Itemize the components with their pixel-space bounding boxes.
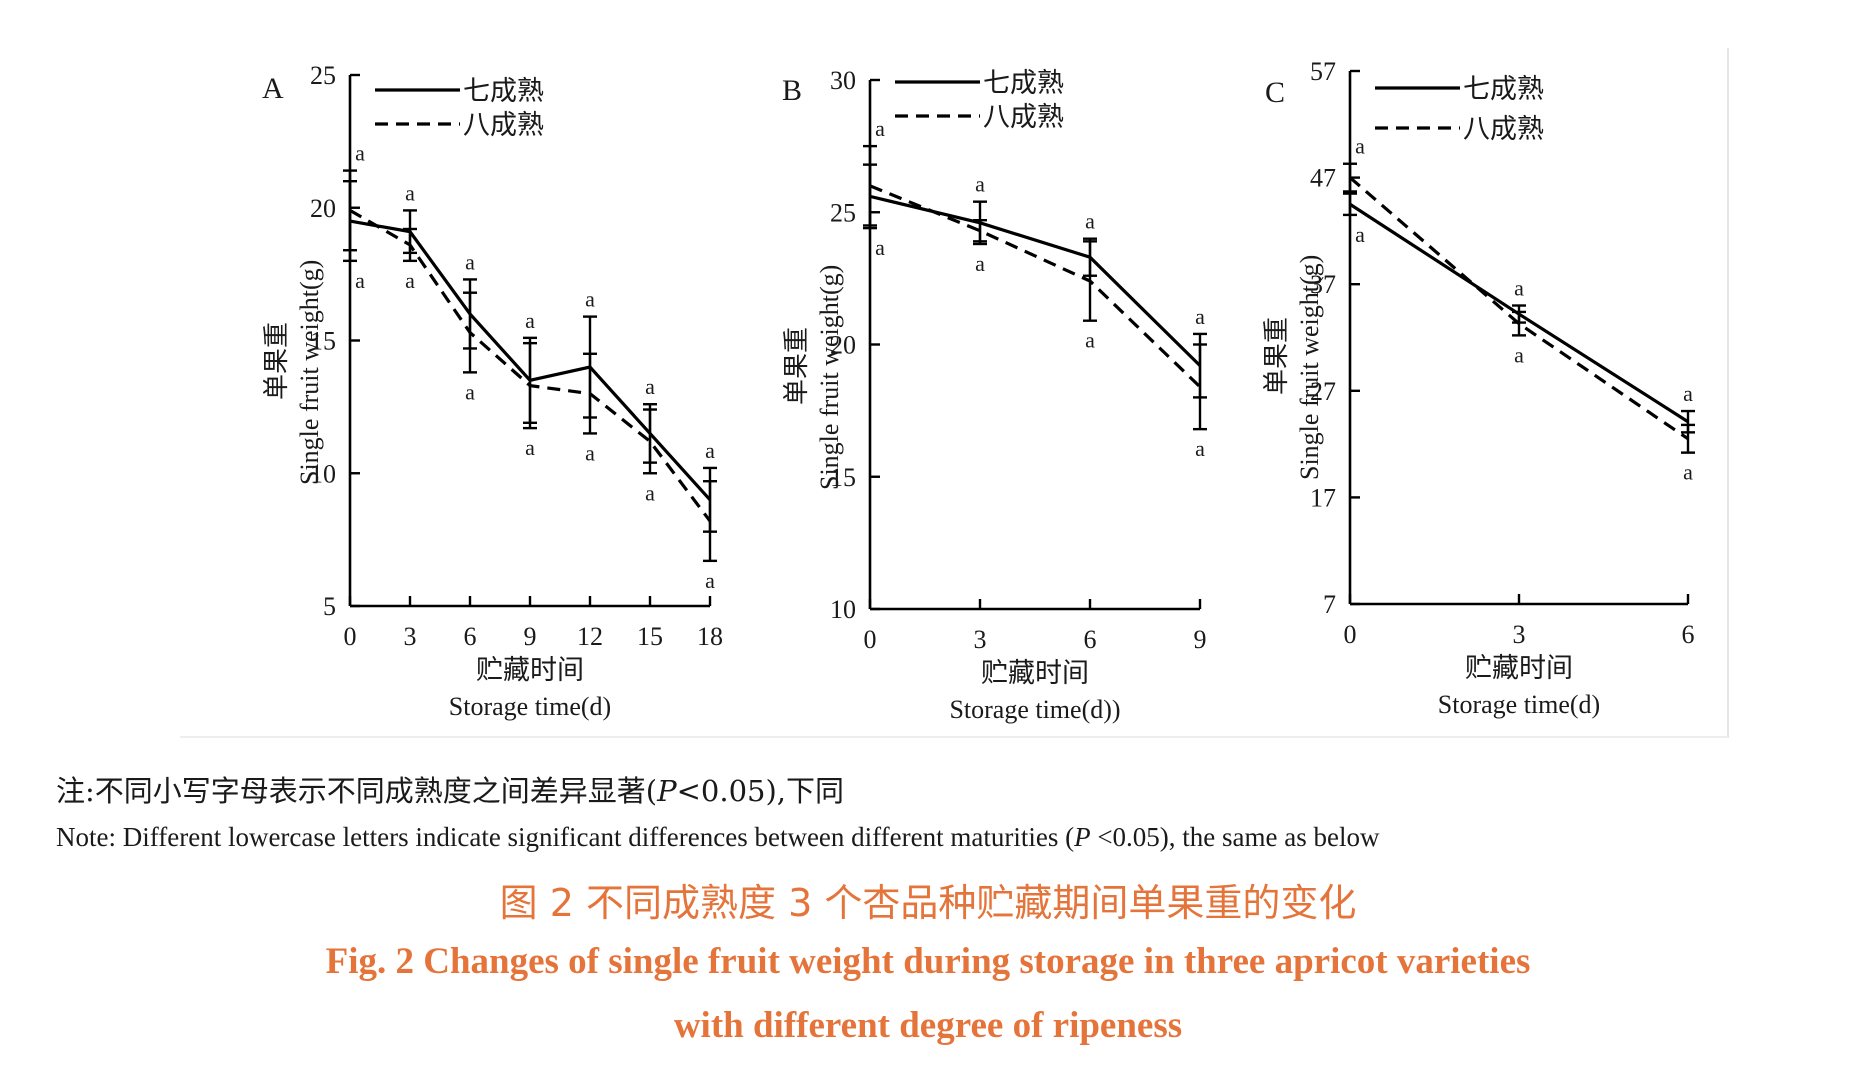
chart-1-series-1-significance-letter: a <box>705 438 715 463</box>
chart-3-y-tick-label: 17 <box>1310 483 1336 512</box>
chart-2-series-1-line <box>869 194 1202 367</box>
chart-2-x-tick-label: 3 <box>974 625 987 654</box>
note-chinese: 注:不同小写字母表示不同成熟度之间差异显著(P<0.05),下同 <box>56 774 845 808</box>
chart-1-legend-label-2: 八成熟 <box>463 110 544 141</box>
chart-3-legend-label-2: 八成熟 <box>1463 114 1544 145</box>
chart-2-x-axis-title-zh: 贮藏时间 <box>981 658 1089 689</box>
chart-2-series-2-significance-letter: a <box>1195 436 1205 461</box>
chart-1-x-tick-label: 18 <box>697 622 723 651</box>
figure-caption-english-line2: with different degree of ripeness <box>673 1005 1183 1046</box>
chart-3-panel-label: C <box>1265 76 1285 109</box>
chart-2-y-tick-label: 10 <box>830 595 856 624</box>
chart-2-y-axis-title-zh: 单果重 <box>782 327 812 405</box>
chart-1-series-2-significance-letter: a <box>585 440 595 465</box>
chart-2-series-1-significance-letter: a <box>1195 304 1205 329</box>
chart-3-x-tick-label: 3 <box>1513 620 1526 649</box>
chart-1-y-axis-title-en: Single fruit weight(g) <box>295 260 324 485</box>
chart-1-x-tick-label: 12 <box>577 622 603 651</box>
chart-3-y-axis-title-zh: 单果重 <box>1262 317 1292 395</box>
chart-2-y-axis-title-en: Single fruit weight(g) <box>815 265 844 490</box>
chart-3-legend-label-1: 七成熟 <box>1463 74 1544 105</box>
chart-1-series-2-significance-letter: a <box>525 435 535 460</box>
chart-2-series-2-significance-letter: a <box>975 251 985 276</box>
chart-3-y-tick-label: 7 <box>1323 590 1336 619</box>
chart-3-x-tick-label: 6 <box>1682 620 1695 649</box>
chart-2-series-2-significance-letter: a <box>875 235 885 260</box>
chart-2-x-tick-label: 6 <box>1084 625 1097 654</box>
chart-3-y-axis-title-en: Single fruit weight(g) <box>1295 255 1324 480</box>
chart-1-y-tick-label: 10 <box>310 459 336 488</box>
chart-1-series-2-significance-letter: a <box>355 268 365 293</box>
chart-3-series-1-significance-letter: a <box>1683 381 1693 406</box>
chart-3-x-axis-title-en: Storage time(d) <box>1438 690 1600 719</box>
chart-1-series-1-significance-letter: a <box>405 180 415 205</box>
chart-1-x-axis-title-en: Storage time(d) <box>449 692 611 721</box>
chart-2-series-1-significance-letter: a <box>1085 209 1095 234</box>
chart-1-y-tick-label: 20 <box>310 194 336 223</box>
chart-3-y-tick-label: 47 <box>1310 164 1336 193</box>
chart-3-y-tick-label: 27 <box>1310 377 1336 406</box>
chart-1-y-tick-label: 25 <box>310 61 336 90</box>
chart-3-x-axis-title-zh: 贮藏时间 <box>1465 653 1573 684</box>
chart-1-series-1-significance-letter: a <box>355 141 365 166</box>
chart-2-x-tick-label: 0 <box>864 625 877 654</box>
chart-2-series-2-line <box>869 184 1202 388</box>
chart-3-x-tick-label: 0 <box>1344 620 1357 649</box>
chart-2-series-1-significance-letter: a <box>975 172 985 197</box>
chart-2-panel-label: B <box>782 74 802 107</box>
chart-1-series-1-significance-letter: a <box>585 287 595 312</box>
chart-3-series-1-significance-letter: a <box>1514 276 1524 301</box>
figure-panels: 5 10 15 20 25 0 3 6 9 12 15 18 贮藏时间 Storage time(d) 单果… <box>180 48 1730 738</box>
chart-1-y-tick-label: 5 <box>323 592 336 621</box>
chart-1-series-1-significance-letter: a <box>645 374 655 399</box>
chart-3-y-tick-label: 37 <box>1310 270 1336 299</box>
chart-3-series-2-significance-letter: a <box>1514 342 1524 367</box>
chart-1-x-tick-label: 15 <box>637 622 663 651</box>
chart-1-panel-label: A <box>262 72 284 105</box>
chart-3-y-tick-label: 57 <box>1310 57 1336 86</box>
chart-1-x-tick-label: 6 <box>464 622 477 651</box>
chart-1-y-tick-label: 15 <box>310 327 336 356</box>
note-english: Note: Different lowercase letters indica… <box>56 822 1380 852</box>
chart-3-series-2-line <box>1348 176 1689 441</box>
chart-2-legend-label-1: 七成熟 <box>983 68 1064 99</box>
chart-1-x-tick-label: 9 <box>524 622 537 651</box>
chart-1-series-1-significance-letter: a <box>465 249 475 274</box>
chart-2-legend-label-2: 八成熟 <box>983 102 1064 133</box>
chart-1-series-2-significance-letter: a <box>645 480 655 505</box>
figure-caption-english-line1: Fig. 2 Changes of single fruit weight du… <box>325 941 1531 982</box>
chart-3-series-2-significance-letter: a <box>1355 222 1365 247</box>
chart-1-x-tick-label: 0 <box>344 622 357 651</box>
chart-1-y-axis-title-zh: 单果重 <box>262 322 292 400</box>
chart-2-y-tick-label: 20 <box>830 331 856 360</box>
chart-3-series-2-significance-letter: a <box>1683 460 1693 485</box>
chart-1-series-1-significance-letter: a <box>525 308 535 333</box>
chart-2-series-2-significance-letter: a <box>1085 328 1095 353</box>
chart-1-x-axis-title-zh: 贮藏时间 <box>476 655 584 686</box>
chart-2-y-tick-label: 15 <box>830 463 856 492</box>
chart-1-series-2-significance-letter: a <box>405 268 415 293</box>
chart-2-y-tick-label: 25 <box>830 198 856 227</box>
chart-3-series-1-significance-letter: a <box>1355 134 1365 159</box>
chart-1-series-2-significance-letter: a <box>465 379 475 404</box>
chart-2-x-axis-title-en: Storage time(d)) <box>949 695 1120 724</box>
figure-caption-chinese: 图 2 不同成熟度 3 个杏品种贮藏期间单果重的变化 <box>499 881 1357 925</box>
chart-2-x-tick-label: 9 <box>1194 625 1207 654</box>
chart-2-series-1-significance-letter: a <box>875 116 885 141</box>
chart-1-x-tick-label: 3 <box>404 622 417 651</box>
chart-1-series-2-significance-letter: a <box>705 568 715 593</box>
chart-2-y-tick-label: 30 <box>830 66 856 95</box>
chart-1-legend-label-1: 七成熟 <box>463 76 544 107</box>
